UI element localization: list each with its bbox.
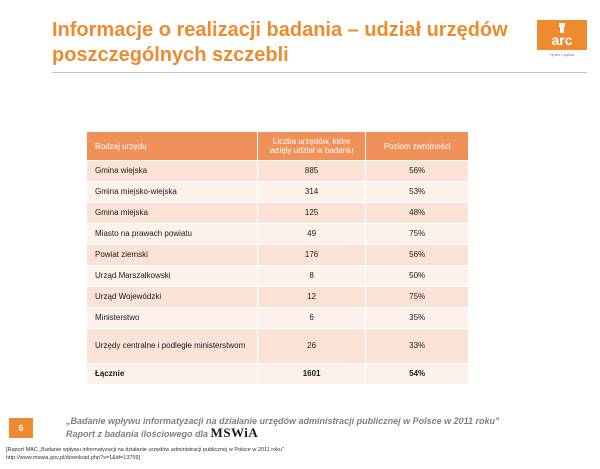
slide-title: Informacje o realizacji badania – udział… — [52, 18, 522, 68]
table-row: Urzędy centralne i podległe ministerstwo… — [86, 328, 469, 364]
cell-office-count: 6 — [256, 307, 367, 329]
table-row: Powiat ziemski 176 56% — [86, 244, 469, 266]
table-row: Urząd Wojewódzki 12 75% — [86, 286, 469, 308]
header-response-rate: Poziom zwrotności — [365, 131, 469, 161]
cell-response-rate: 75% — [365, 286, 469, 308]
reference-link[interactable]: http://www.mswia.gov.pl/download.php?s=1… — [6, 455, 141, 461]
cell-response-rate: 50% — [365, 265, 469, 287]
cell-response-rate: 48% — [365, 202, 469, 224]
cell-office-count: 885 — [256, 160, 367, 182]
table-row: Gmina miejsko-wiejska 314 53% — [86, 181, 469, 203]
report-prefix: Raport z badania ilościowego dla — [66, 429, 209, 439]
cell-office-type: Gmina miejska — [86, 202, 258, 224]
cell-office-count: 8 — [256, 265, 367, 287]
header-office-type: Rodzaj urzędu — [86, 131, 258, 161]
table-row: Ministerstwo 6 35% — [86, 307, 469, 329]
total-rate: 54% — [365, 363, 469, 385]
total-label: Łącznie — [86, 363, 258, 385]
report-line: Raport z badania ilościowego dla MSWiA — [66, 425, 586, 440]
cell-office-type: Ministerstwo — [86, 307, 258, 329]
mswia-logo: MSWiA — [210, 425, 259, 440]
cell-response-rate: 75% — [365, 223, 469, 245]
table-row: Gmina wiejska 885 56% — [86, 160, 469, 182]
cell-office-count: 125 — [256, 202, 367, 224]
arc-logo-subtitle: rynek i opinia — [550, 52, 574, 57]
cell-office-count: 12 — [256, 286, 367, 308]
cell-office-count: 49 — [256, 223, 367, 245]
cell-office-count: 26 — [256, 328, 367, 364]
cell-office-type: Urząd Wojewódzki — [86, 286, 258, 308]
slide-title-line-1: Informacje o realizacji badania – udział… — [52, 19, 508, 41]
cell-office-type: Urzędy centralne i podległe ministerstwo… — [86, 328, 258, 364]
cell-office-type: Gmina wiejska — [86, 160, 258, 182]
total-count: 1601 — [256, 363, 367, 385]
table-total-row: Łącznie 1601 54% — [86, 363, 469, 385]
cell-office-type: Gmina miejsko-wiejska — [86, 181, 258, 203]
reference-line-1: [Raport MAC „Badanie wpływu informatyzac… — [6, 447, 284, 453]
cell-office-count: 314 — [256, 181, 367, 203]
cell-response-rate: 53% — [365, 181, 469, 203]
table-row: Urząd Marszałkowski 8 50% — [86, 265, 469, 287]
cell-response-rate: 35% — [365, 307, 469, 329]
table-row: Miasto na prawach powiatu 49 75% — [86, 223, 469, 245]
slide-title-line-2: poszczególnych szczebli — [52, 44, 289, 66]
cell-response-rate: 56% — [365, 244, 469, 266]
cell-office-count: 176 — [256, 244, 367, 266]
cell-response-rate: 33% — [365, 328, 469, 364]
arc-logo: arc rynek i opinia — [537, 20, 587, 62]
footer-reference: [Raport MAC „Badanie wpływu informatyzac… — [6, 446, 596, 462]
footer-study-title: „Badanie wpływu informatyzacji na działa… — [66, 416, 586, 440]
arc-logo-icon: arc — [537, 20, 587, 50]
cell-response-rate: 56% — [365, 160, 469, 182]
table-header-row: Rodzaj urzędu Liczba urzędów, które wzię… — [86, 131, 469, 161]
page-number: 6 — [9, 418, 33, 438]
cell-office-type: Powiat ziemski — [86, 244, 258, 266]
study-title-line: „Badanie wpływu informatyzacji na działa… — [66, 416, 500, 426]
table-row: Gmina miejska 125 48% — [86, 202, 469, 224]
results-table: Rodzaj urzędu Liczba urzędów, które wzię… — [86, 131, 469, 385]
header-office-count: Liczba urzędów, które wzięły udział w ba… — [256, 131, 367, 161]
cell-office-type: Urząd Marszałkowski — [86, 265, 258, 287]
cell-office-type: Miasto na prawach powiatu — [86, 223, 258, 245]
arc-logo-text: arc — [551, 32, 572, 48]
title-divider — [52, 72, 587, 73]
